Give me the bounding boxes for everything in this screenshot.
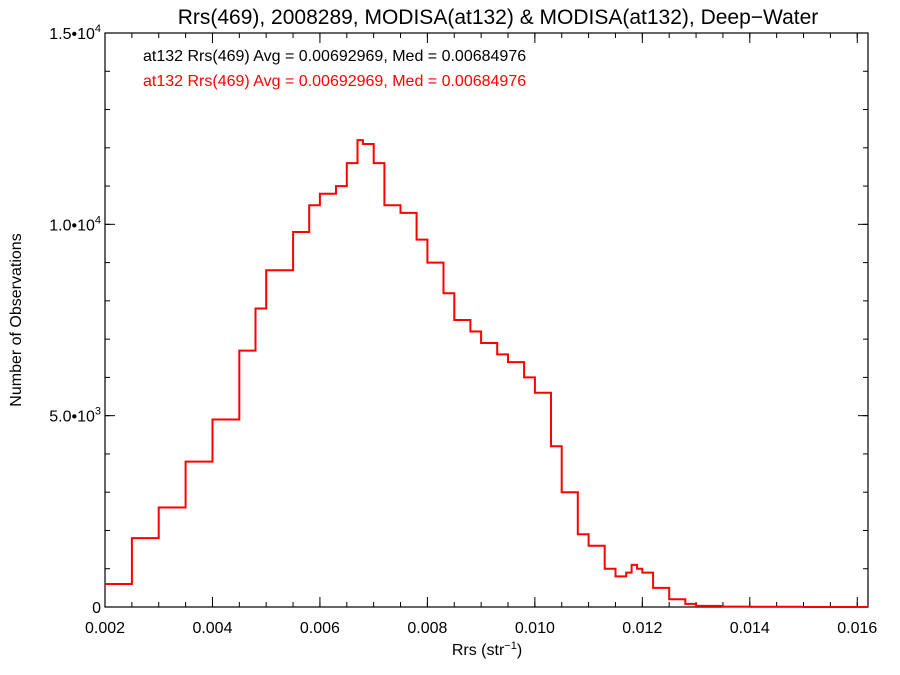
x-axis: 0.002 0.004 0.006 0.008 0.010 0.012 0.014 0.016 bbox=[85, 33, 877, 637]
plot-frame bbox=[104, 32, 869, 608]
y-tick-label: 1.0•104 bbox=[49, 214, 101, 234]
x-axis-title-sup: −1 bbox=[504, 640, 517, 652]
x-tick-label: 0.006 bbox=[300, 620, 340, 637]
stats-annotation: at132 Rrs(469) Avg = 0.00692969, Med = 0… bbox=[143, 73, 526, 90]
histogram-series-line bbox=[105, 139, 868, 608]
x-tick-label: 0.008 bbox=[407, 620, 447, 637]
y-tick-label: 0 bbox=[92, 600, 101, 617]
x-tick-label: 0.010 bbox=[515, 620, 555, 637]
x-tick-label: 0.004 bbox=[192, 620, 232, 637]
y-axis: 0 5.0•103 1.0•104 1.5•104 bbox=[49, 23, 868, 617]
x-tick-label: 0.014 bbox=[730, 620, 770, 637]
series-layer bbox=[105, 139, 868, 608]
x-axis-title: Rrs (str−1) bbox=[452, 640, 522, 659]
chart-title: Rrs(469), 2008289, MODISA(at132) & MODIS… bbox=[178, 6, 819, 29]
stats-annotation: at132 Rrs(469) Avg = 0.00692969, Med = 0… bbox=[143, 48, 526, 65]
x-tick-label: 0.016 bbox=[837, 620, 877, 637]
y-tick-label: 1.5•104 bbox=[49, 23, 101, 43]
x-tick-label: 0.002 bbox=[85, 620, 125, 637]
y-tick-label: 5.0•103 bbox=[49, 406, 101, 426]
x-tick-label: 0.012 bbox=[622, 620, 662, 637]
y-axis-title: Number of Observations bbox=[8, 233, 25, 406]
annotations: at132 Rrs(469) Avg = 0.00692969, Med = 0… bbox=[143, 48, 526, 90]
